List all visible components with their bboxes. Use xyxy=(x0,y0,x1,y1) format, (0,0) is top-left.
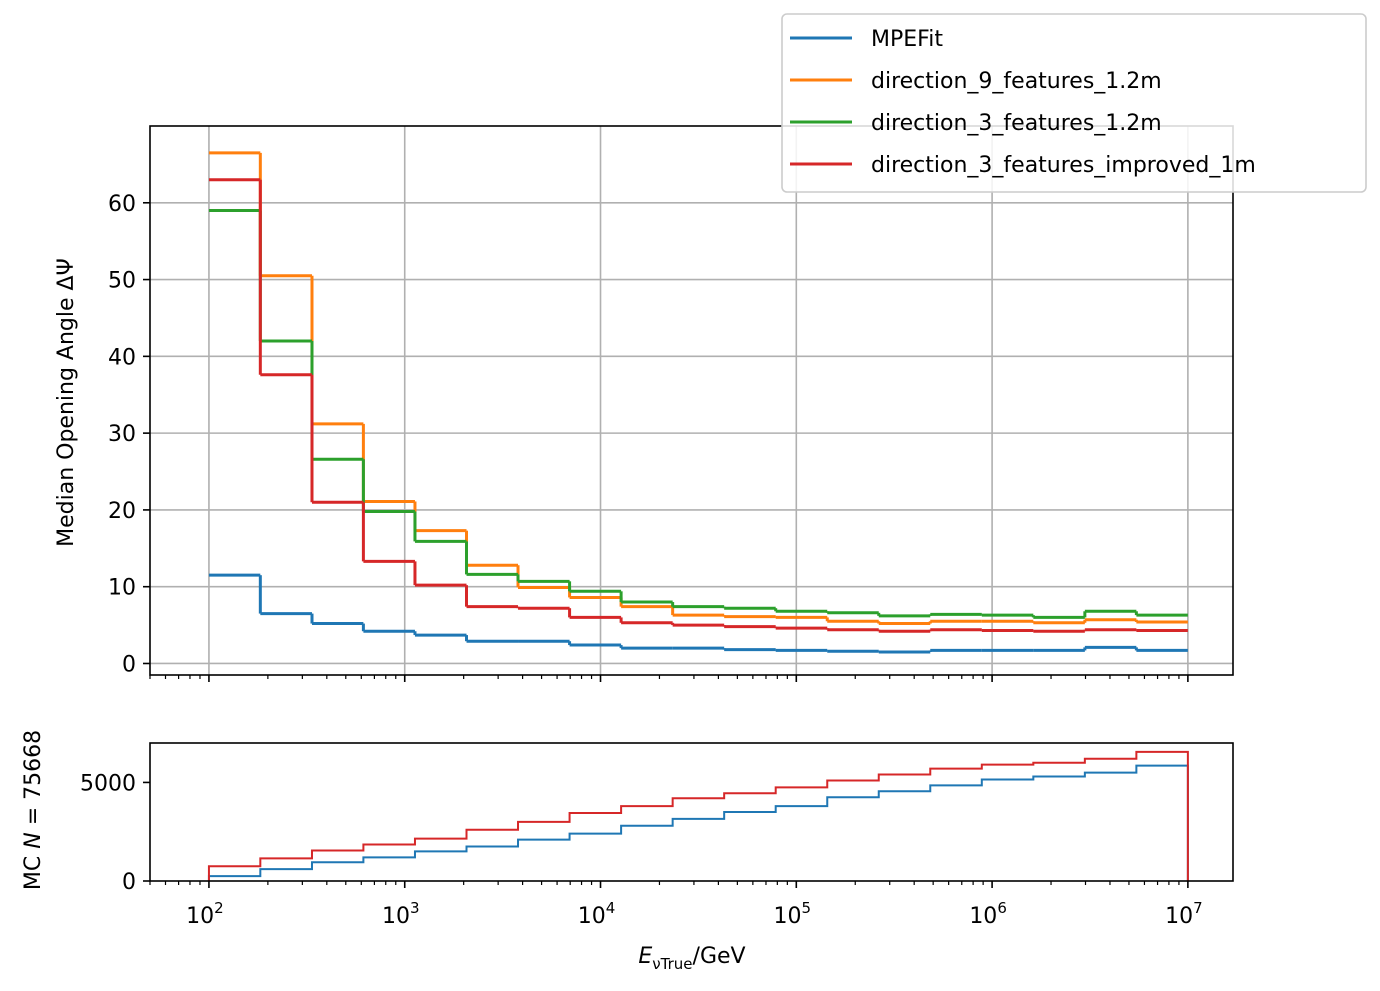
main-panel: 0 10 20 30 40 50 60 Median Opening Angle ΔΨ xyxy=(54,125,1234,682)
count-y-tick-label: 5000 xyxy=(80,771,136,796)
legend-label: direction_3_features_improved_1m xyxy=(871,153,1256,178)
y-tick-label: 50 xyxy=(108,269,136,294)
y-tick-label: 10 xyxy=(108,576,136,601)
y-tick-label: 40 xyxy=(108,345,136,370)
count-y-tick-label: 0 xyxy=(122,870,136,895)
x-tick-label: 103 xyxy=(382,899,420,929)
x-tick-exponent: 5 xyxy=(802,899,812,917)
y-tick-label: 0 xyxy=(122,652,136,677)
x-tick-label: 105 xyxy=(774,899,812,929)
legend: MPEFit direction_9_features_1.2m direction… xyxy=(781,13,1367,193)
y-tick-label: 60 xyxy=(108,192,136,217)
legend-label: direction_3_features_1.2m xyxy=(871,111,1162,136)
y-tick-label: 30 xyxy=(108,422,136,447)
x-axis-label: EνTrue/GeV xyxy=(638,944,745,973)
histogram-outline xyxy=(207,764,1189,881)
x-tick-exponent: 7 xyxy=(1193,899,1203,917)
x-tick-label: 104 xyxy=(578,899,616,929)
series-MPEFit xyxy=(208,573,1188,654)
series-direction_3_features_1.2m xyxy=(208,208,1188,619)
series-direction_9_features_1.2m xyxy=(208,151,1188,626)
x-tick-label: 102 xyxy=(186,899,224,929)
y-tick-label: 20 xyxy=(108,499,136,524)
hist-series-1 xyxy=(207,750,1189,881)
x-tick-exponent: 3 xyxy=(410,899,420,917)
hist-series-0 xyxy=(207,764,1189,881)
legend-label: MPEFit xyxy=(871,27,943,52)
histogram-outline xyxy=(207,750,1189,881)
count-y-axis-label: MC N = 75668 xyxy=(21,730,46,890)
main-axes-frame xyxy=(149,125,1234,676)
x-tick-exponent: 4 xyxy=(606,899,616,917)
count-panel: 0 5000 102 103 104 105 106 107 EνTrue/GeV MC N = … xyxy=(21,730,1234,973)
x-tick-exponent: 6 xyxy=(997,899,1007,917)
legend-label: direction_9_features_1.2m xyxy=(871,69,1162,94)
count-axes-frame xyxy=(149,742,1234,882)
x-tick-exponent: 2 xyxy=(214,899,224,917)
legend-box xyxy=(781,13,1367,193)
x-tick-label: 106 xyxy=(969,899,1007,929)
series-direction_3_features_improved_1m xyxy=(208,178,1188,633)
main-y-axis-label: Median Opening Angle ΔΨ xyxy=(54,258,79,547)
x-tick-label: 107 xyxy=(1165,899,1203,929)
